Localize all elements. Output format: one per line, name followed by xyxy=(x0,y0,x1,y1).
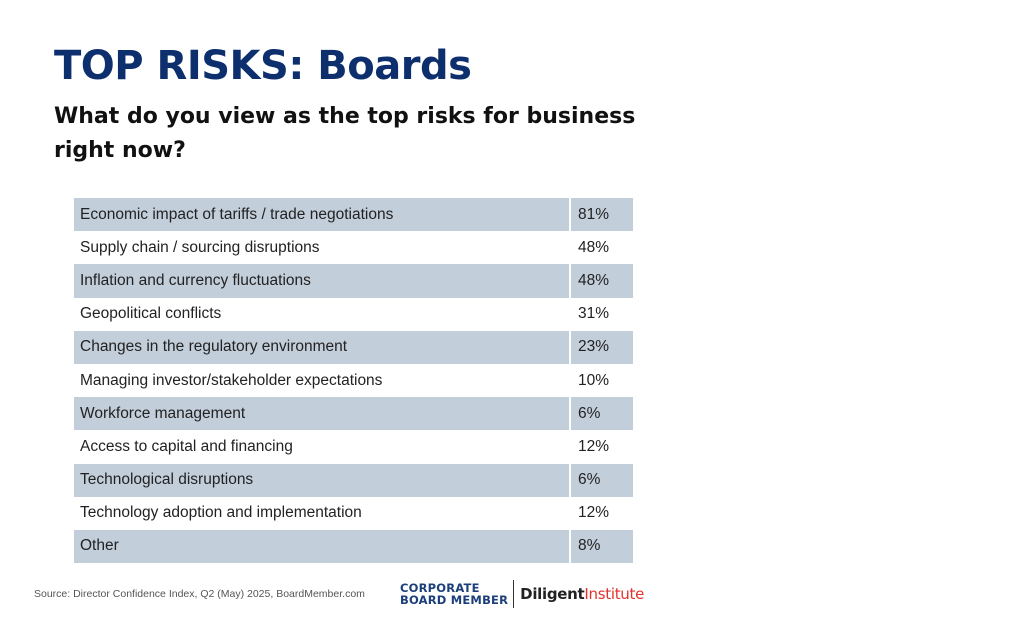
risk-label: Inflation and currency fluctuations xyxy=(74,264,570,298)
logo-group: CORPORATE BOARD MEMBER DiligentInstitute xyxy=(400,580,644,608)
risk-label: Technology adoption and implementation xyxy=(74,496,570,530)
institute-word: Institute xyxy=(584,585,645,603)
table-row: Inflation and currency fluctuations 48% xyxy=(74,264,633,298)
cbm-logo-line2: BOARD MEMBER xyxy=(400,593,509,607)
source-note: Source: Director Confidence Index, Q2 (M… xyxy=(34,588,365,600)
risk-label: Other xyxy=(74,529,570,564)
risk-label: Economic impact of tariffs / trade negot… xyxy=(74,198,570,232)
logo-divider xyxy=(513,580,515,608)
table-row: Other 8% xyxy=(74,529,633,564)
risk-label: Supply chain / sourcing disruptions xyxy=(74,231,570,265)
page-title: TOP RISKS: Boards xyxy=(54,43,472,89)
risk-percentage: 12% xyxy=(569,430,633,464)
risk-percentage: 12% xyxy=(569,496,633,530)
table-row: Geopolitical conflicts 31% xyxy=(74,297,633,331)
risk-label: Managing investor/stakeholder expectatio… xyxy=(74,363,570,398)
risk-percentage: 6% xyxy=(569,397,633,431)
risk-label: Access to capital and financing xyxy=(74,430,570,464)
risk-percentage: 6% xyxy=(569,463,633,497)
risk-percentage: 10% xyxy=(569,363,633,398)
table-row: Managing investor/stakeholder expectatio… xyxy=(74,363,633,398)
risk-label: Geopolitical conflicts xyxy=(74,297,570,331)
risk-percentage: 48% xyxy=(569,231,633,265)
risk-table: Economic impact of tariffs / trade negot… xyxy=(74,198,633,564)
risk-percentage: 48% xyxy=(569,264,633,298)
table-row: Changes in the regulatory environment 23% xyxy=(74,330,633,364)
table-row: Economic impact of tariffs / trade negot… xyxy=(74,198,633,232)
risk-percentage: 31% xyxy=(569,297,633,331)
page-subtitle: What do you view as the top risks for bu… xyxy=(54,104,636,163)
table-row: Workforce management 6% xyxy=(74,397,633,431)
table-row: Technological disruptions 6% xyxy=(74,463,633,497)
corporate-board-member-logo: CORPORATE BOARD MEMBER xyxy=(400,582,508,606)
risk-label: Changes in the regulatory environment xyxy=(74,330,570,364)
diligent-institute-logo: DiligentInstitute xyxy=(520,585,644,603)
risk-label: Workforce management xyxy=(74,397,570,431)
risk-label: Technological disruptions xyxy=(74,463,570,497)
diligent-word: Diligent xyxy=(520,585,585,603)
table-row: Supply chain / sourcing disruptions 48% xyxy=(74,231,633,265)
risk-percentage: 81% xyxy=(569,198,633,232)
risk-percentage: 23% xyxy=(569,330,633,364)
table-row: Access to capital and financing 12% xyxy=(74,430,633,464)
table-row: Technology adoption and implementation 12… xyxy=(74,496,633,530)
cbm-logo-line1: CORPORATE xyxy=(400,581,480,595)
risk-percentage: 8% xyxy=(569,529,633,564)
